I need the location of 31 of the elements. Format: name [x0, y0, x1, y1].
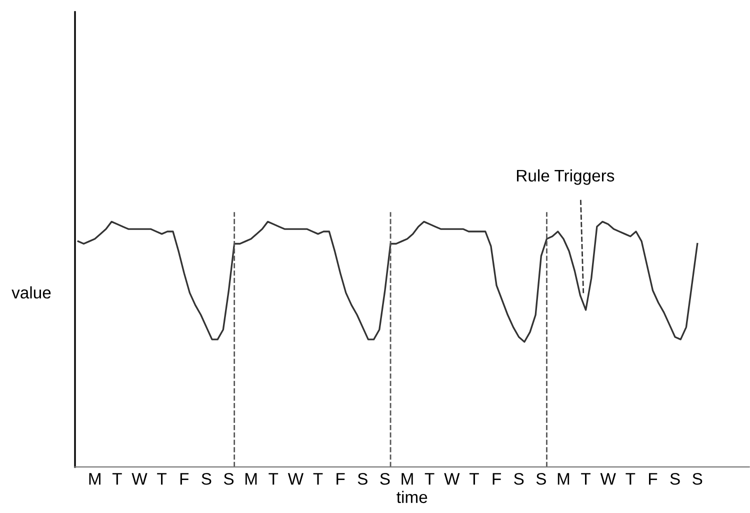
- x-tick-label: T: [626, 473, 636, 485]
- x-tick-label: T: [470, 473, 479, 485]
- x-tick-label: W: [444, 473, 460, 485]
- x-tick-label: M: [402, 473, 413, 485]
- x-tick-label: T: [313, 473, 323, 485]
- x-tick-label: F: [180, 473, 189, 485]
- x-tick-label: W: [132, 473, 148, 485]
- x-tick-label: T: [581, 473, 590, 485]
- x-tick-label: S: [514, 472, 524, 485]
- x-tick-label: S: [670, 472, 680, 485]
- x-tick-label: M: [245, 473, 257, 485]
- x-tick-label: W: [288, 473, 304, 485]
- x-tick-label: S: [380, 472, 390, 485]
- x-tick-label: M: [558, 473, 570, 485]
- x-tick-label: T: [112, 473, 122, 485]
- x-tick-label: S: [692, 472, 702, 485]
- x-axis-title: time: [396, 490, 428, 504]
- x-tick-label: M: [89, 473, 100, 485]
- x-tick-label: T: [157, 473, 167, 485]
- x-tick-label: S: [202, 472, 212, 485]
- text: Rule Triggers: [516, 169, 614, 185]
- x-tick-label: S: [358, 472, 368, 485]
- x-tick-label: F: [336, 473, 345, 485]
- x-tick-label: S: [536, 472, 546, 485]
- x-tick-label: T: [268, 473, 278, 485]
- x-tick-label: S: [224, 472, 234, 485]
- x-tick-label: W: [600, 473, 616, 485]
- x-tick-label: F: [492, 473, 501, 485]
- x-tick-label: F: [649, 473, 658, 485]
- y-axis-title: value: [12, 286, 51, 299]
- x-tick-label: T: [424, 473, 434, 485]
